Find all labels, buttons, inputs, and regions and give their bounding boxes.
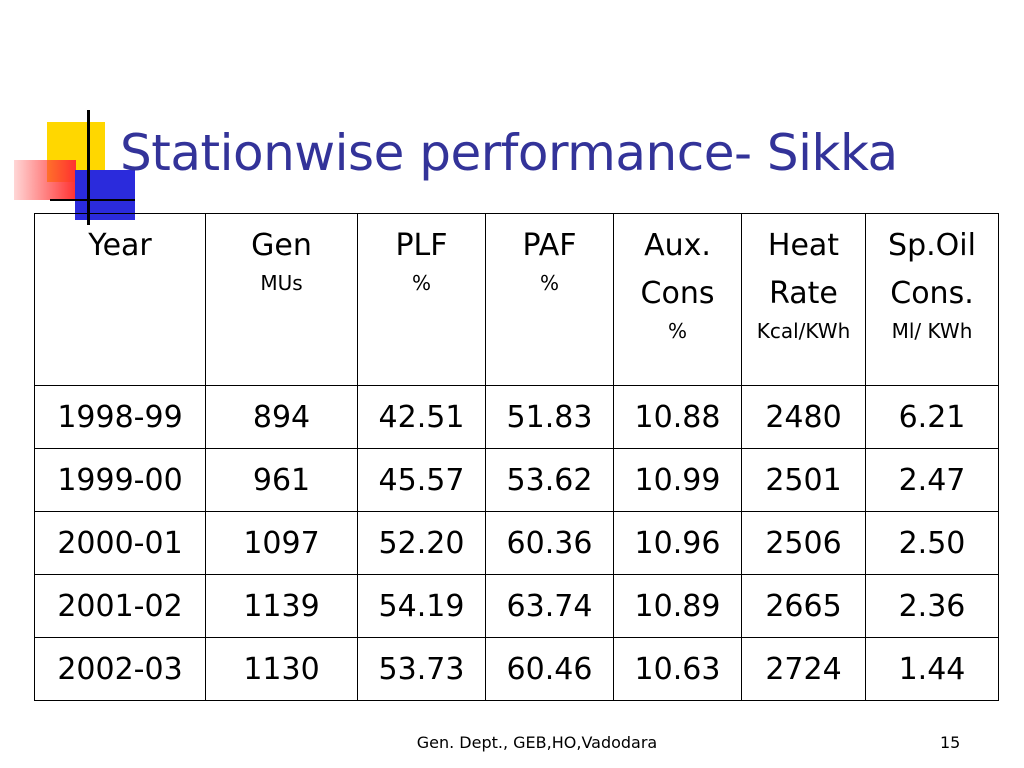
header-unit: % [539, 271, 559, 295]
data-cell: 51.83 [485, 385, 614, 449]
data-cell: 2665 [741, 574, 866, 638]
page-number: 15 [940, 733, 961, 752]
data-cell: 2480 [741, 385, 866, 449]
data-cell: 1139 [205, 574, 358, 638]
header-label: PLF [395, 228, 448, 263]
header-unit: MUs [260, 271, 303, 295]
data-cell: 2506 [741, 511, 866, 575]
data-cell: 1998-99 [34, 385, 206, 449]
header-cell: Sp.Oil Cons. Ml/ KWh [865, 213, 999, 386]
header-cell: Year [34, 213, 206, 386]
header-label: Year [88, 228, 152, 263]
data-row: 1998-99 894 42.51 51.83 10.88 2480 6.21 [34, 385, 999, 449]
data-cell: 961 [205, 448, 358, 512]
data-row: 2000-01 1097 52.20 60.36 10.96 2506 2.50 [34, 511, 999, 575]
data-cell: 63.74 [485, 574, 614, 638]
header-cell: Heat Rate Kcal/KWh [741, 213, 866, 386]
header-row: Year Gen MUs PLF% PAF% Aux. Cons% Heat Rate Kca… [34, 213, 999, 386]
data-row: 2001-02 1139 54.19 63.74 10.89 2665 2.36 [34, 574, 999, 638]
header-label: Heat Rate [767, 228, 840, 311]
data-cell: 42.51 [357, 385, 486, 449]
data-cell: 2000-01 [34, 511, 206, 575]
data-cell: 10.89 [613, 574, 742, 638]
data-cell: 10.96 [613, 511, 742, 575]
deco-blue [75, 170, 135, 220]
data-cell: 6.21 [865, 385, 999, 449]
header-label: PAF [522, 228, 577, 263]
data-cell: 894 [205, 385, 358, 449]
data-row: 2002-03 1130 53.73 60.46 10.63 2724 1.44 [34, 637, 999, 701]
header-cell: PLF% [357, 213, 486, 386]
data-cell: 53.62 [485, 448, 614, 512]
data-cell: 1130 [205, 637, 358, 701]
header-cell: PAF% [485, 213, 614, 386]
data-cell: 2501 [741, 448, 866, 512]
header-label: Sp.Oil Cons. [888, 228, 976, 311]
data-cell: 2.50 [865, 511, 999, 575]
data-cell: 10.88 [613, 385, 742, 449]
data-cell: 1097 [205, 511, 358, 575]
slide-title: Stationwise performance- Sikka [120, 124, 898, 182]
data-cell: 60.36 [485, 511, 614, 575]
data-cell: 53.73 [357, 637, 486, 701]
deco-vline [87, 110, 90, 225]
data-cell: 10.99 [613, 448, 742, 512]
header-unit: Kcal/KWh [756, 319, 851, 343]
data-cell: 1999-00 [34, 448, 206, 512]
footer: Gen. Dept., GEB,HO,Vadodara [416, 733, 658, 752]
data-cell: 52.20 [357, 511, 486, 575]
data-row: 1999-00 961 45.57 53.62 10.99 2501 2.47 [34, 448, 999, 512]
data-cell: 2.36 [865, 574, 999, 638]
deco-hline [50, 199, 135, 201]
data-cell: 2.47 [865, 448, 999, 512]
deco-red [14, 160, 76, 200]
data-cell: 2724 [741, 637, 866, 701]
header-cell: Aux. Cons% [613, 213, 742, 386]
header-label: Aux. Cons [640, 228, 715, 311]
header-label: Gen [251, 228, 312, 263]
header-unit: % [411, 271, 431, 295]
data-cell: 1.44 [865, 637, 999, 701]
header-cell: Gen MUs [205, 213, 358, 386]
data-cell: 54.19 [357, 574, 486, 638]
header-unit: % [667, 319, 687, 343]
data-cell: 2002-03 [34, 637, 206, 701]
header-unit: Ml/ KWh [891, 319, 973, 343]
data-cell: 45.57 [357, 448, 486, 512]
performance-table: Year Gen MUs PLF% PAF% Aux. Cons% Heat Rate Kca… [34, 213, 999, 701]
data-cell: 2001-02 [34, 574, 206, 638]
data-cell: 10.63 [613, 637, 742, 701]
data-cell: 60.46 [485, 637, 614, 701]
